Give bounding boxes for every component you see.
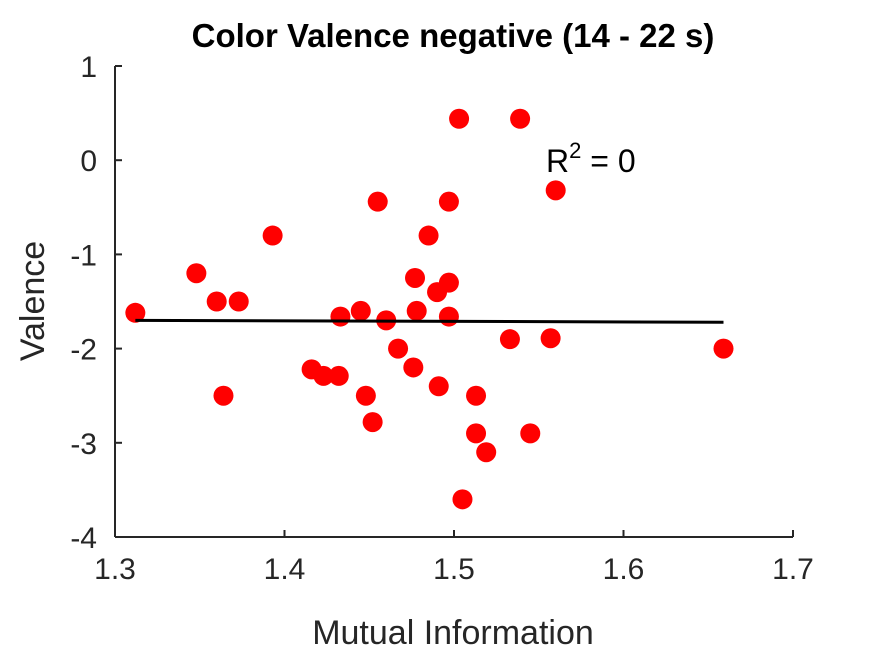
y-tick-label: 1 (80, 51, 97, 84)
data-point (540, 328, 561, 349)
data-point (545, 180, 566, 201)
data-point (418, 225, 439, 246)
x-tick-label: 1.7 (772, 553, 814, 586)
data-point (466, 385, 487, 406)
data-point (206, 291, 227, 312)
x-tick-label: 1.5 (433, 553, 475, 586)
data-point (406, 300, 427, 321)
data-point (388, 338, 409, 359)
data-point (438, 306, 459, 327)
y-axis-label: Valence (14, 241, 52, 361)
data-point (403, 357, 424, 378)
y-tick-label: -4 (70, 522, 97, 555)
r-squared-superscript: 2 (569, 138, 581, 163)
data-point (438, 191, 459, 212)
data-point (362, 412, 383, 433)
data-point (449, 108, 470, 129)
x-tick-label: 1.6 (603, 553, 645, 586)
data-point (405, 267, 426, 288)
y-tick-label: -2 (70, 334, 97, 367)
data-point (350, 300, 371, 321)
data-point (328, 365, 349, 386)
data-point (520, 423, 541, 444)
y-tick-label: 0 (80, 145, 97, 178)
data-point (262, 225, 283, 246)
data-point (713, 338, 734, 359)
data-point (228, 291, 249, 312)
data-point (499, 329, 520, 350)
data-point (125, 302, 146, 323)
x-tick-label: 1.3 (94, 553, 136, 586)
r-squared-base: R (546, 143, 569, 179)
data-point (438, 272, 459, 293)
data-point (510, 108, 531, 129)
data-point (330, 306, 351, 327)
data-point (466, 423, 487, 444)
data-point (367, 191, 388, 212)
x-tick-label: 1.4 (264, 553, 306, 586)
fit-line-group (135, 318, 724, 324)
y-tick-label: -3 (70, 428, 97, 461)
data-point (313, 365, 334, 386)
r-squared-suffix: = 0 (581, 143, 635, 179)
data-points (125, 108, 734, 510)
y-tick-label: -1 (70, 239, 97, 272)
chart-title: Color Valence negative (14 - 22 s) (192, 17, 715, 54)
fit-line (135, 318, 724, 324)
axes: 1.3 1.4 1.5 1.6 1.7 1 0 -1 -2 -3 -4 (70, 51, 814, 586)
data-point (355, 385, 376, 406)
data-point (186, 263, 207, 284)
data-point (476, 442, 497, 463)
data-point (213, 385, 234, 406)
data-point (452, 489, 473, 510)
x-axis-label: Mutual Information (312, 614, 594, 652)
r-squared-annotation: R2 = 0 (546, 138, 636, 179)
data-point (428, 376, 449, 397)
